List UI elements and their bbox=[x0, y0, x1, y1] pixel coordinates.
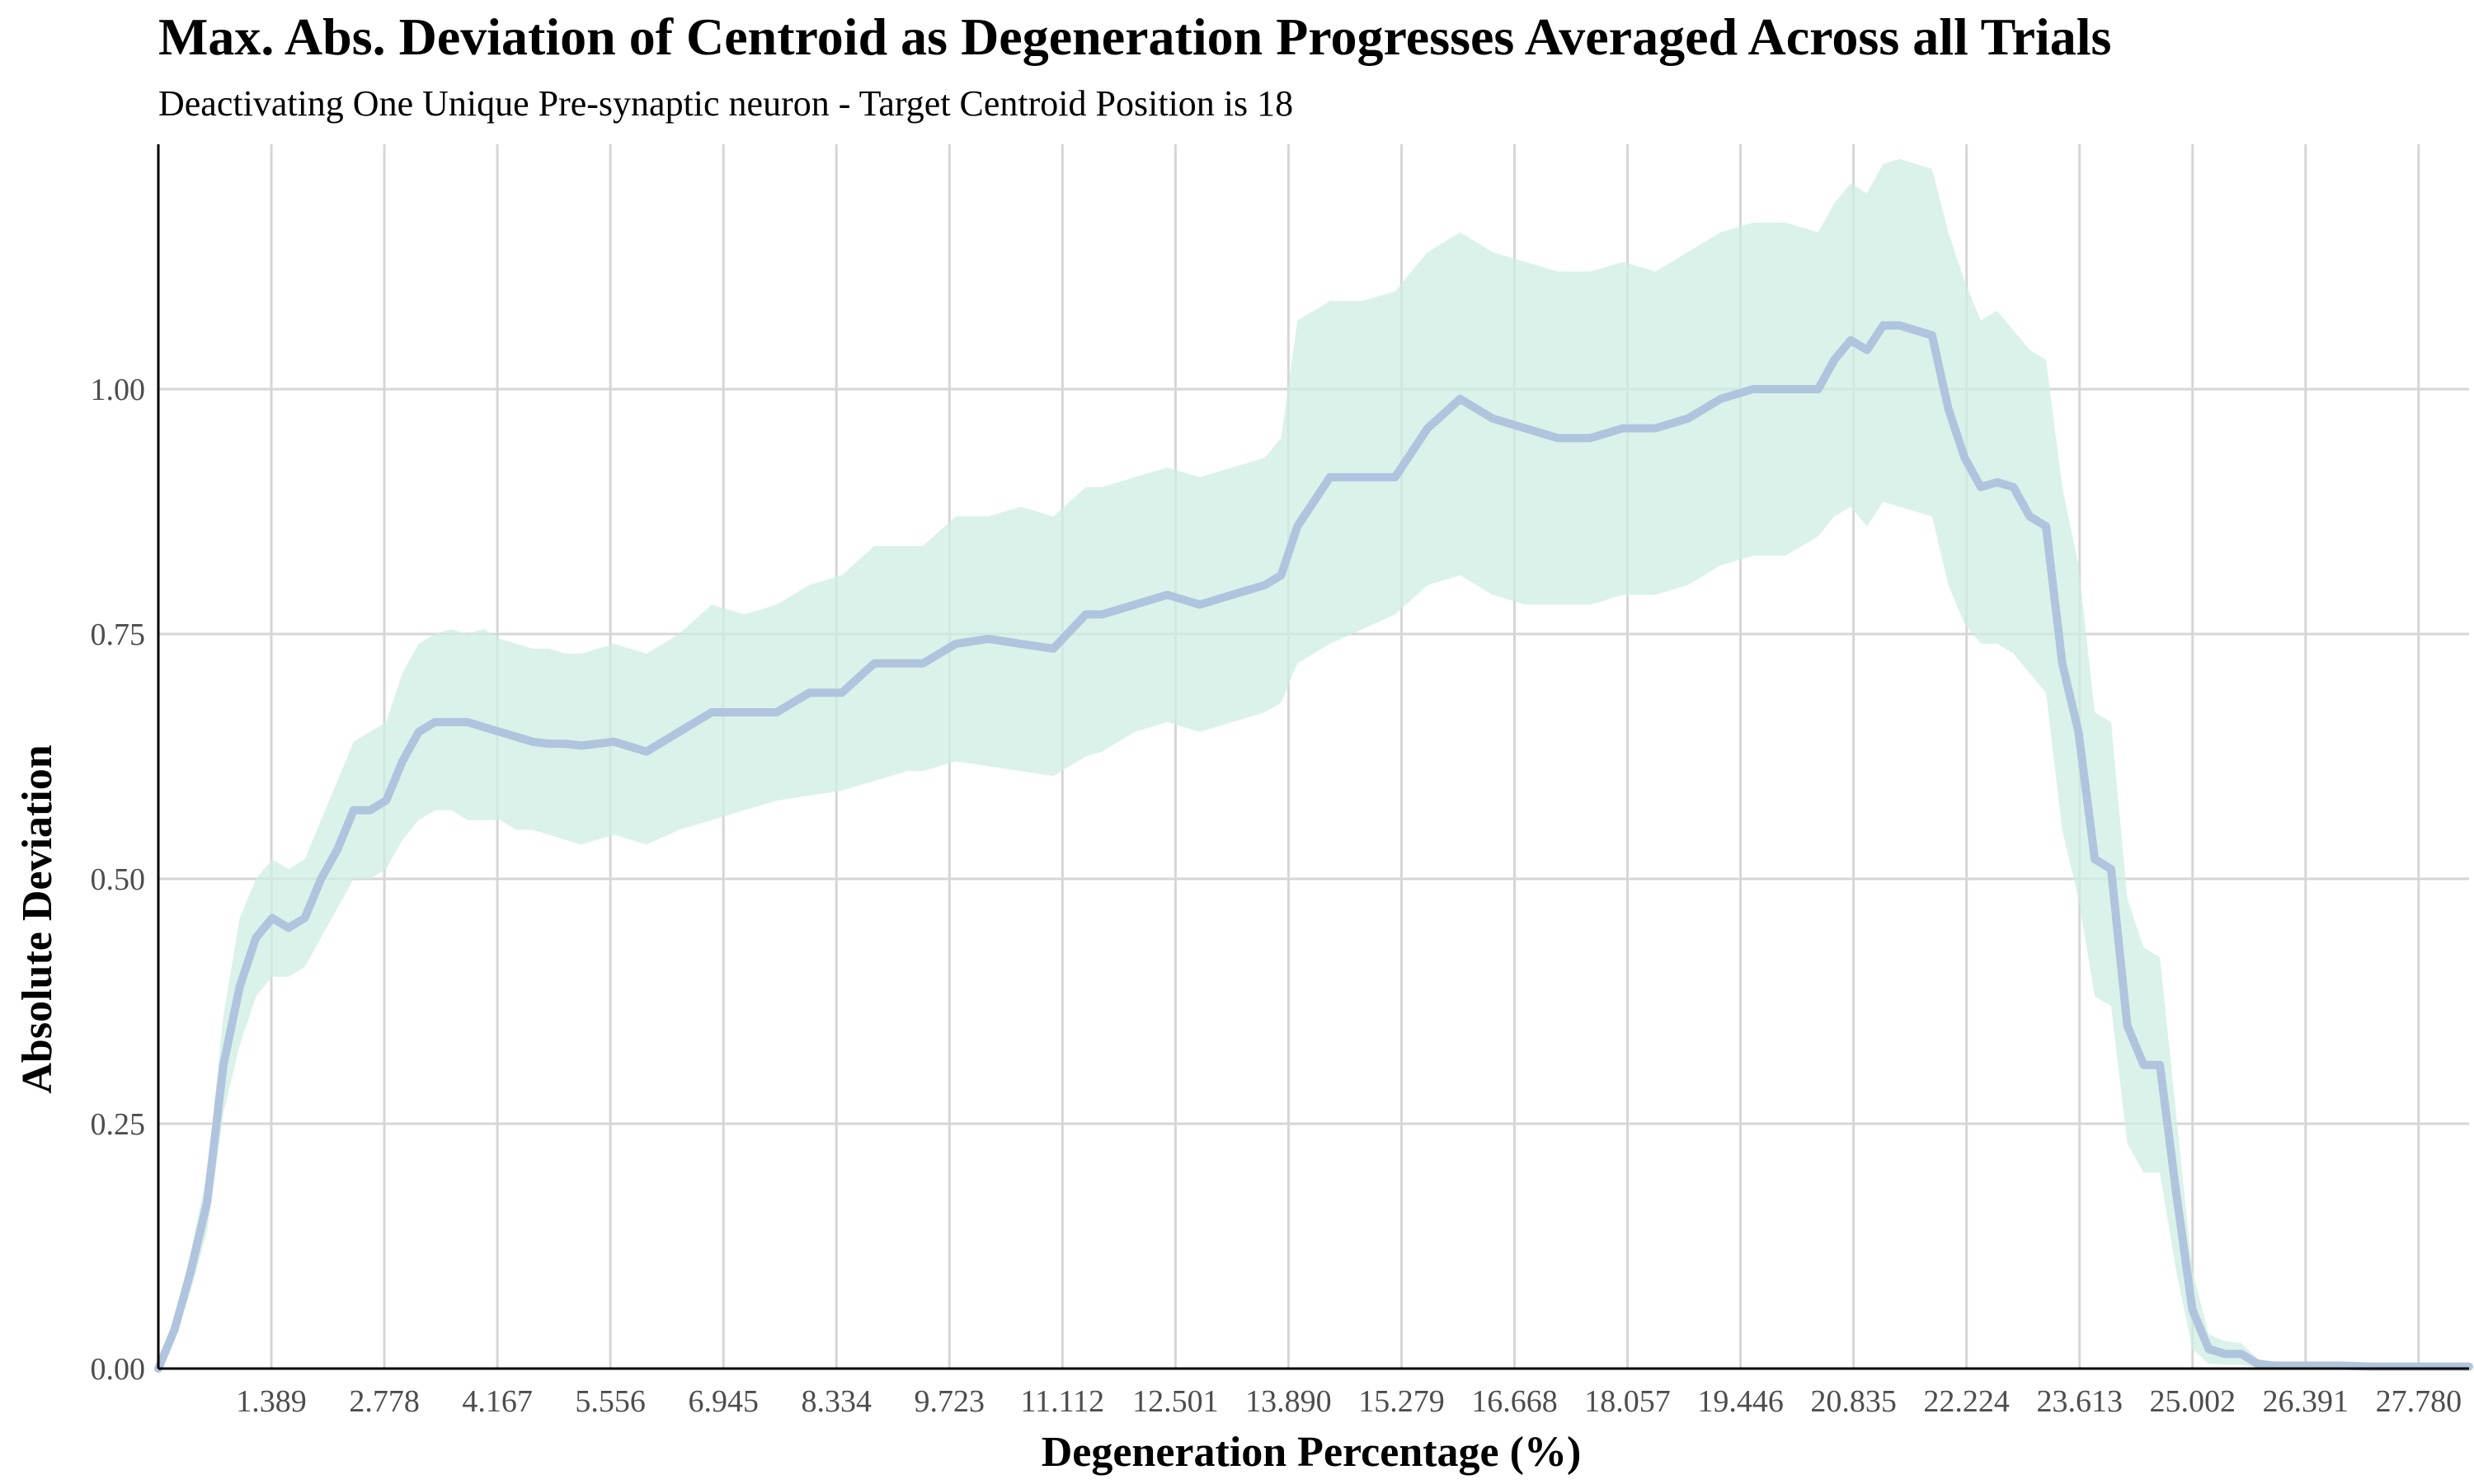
x-tick-label: 8.334 bbox=[801, 1384, 872, 1419]
x-tick-label: 18.057 bbox=[1584, 1384, 1671, 1419]
chart-subtitle: Deactivating One Unique Pre-synaptic neu… bbox=[158, 83, 1293, 124]
x-tick-label: 1.389 bbox=[236, 1384, 307, 1419]
chart-title: Max. Abs. Deviation of Centroid as Degen… bbox=[158, 7, 2111, 66]
x-axis-tick-labels: 1.389 2.778 4.167 5.556 6.945 8.334 9.723 11.11… bbox=[236, 1384, 2462, 1419]
x-tick-label: 27.780 bbox=[2376, 1384, 2462, 1419]
x-tick-label: 25.002 bbox=[2149, 1384, 2236, 1419]
y-tick-label: 1.00 bbox=[91, 373, 146, 407]
x-tick-label: 12.501 bbox=[1132, 1384, 1219, 1419]
y-axis-tick-labels: 0.00 0.25 0.50 0.75 1.00 bbox=[91, 373, 146, 1387]
y-tick-label: 0.00 bbox=[91, 1352, 146, 1387]
x-tick-label: 20.835 bbox=[1810, 1384, 1897, 1419]
x-tick-label: 6.945 bbox=[688, 1384, 759, 1419]
x-tick-label: 22.224 bbox=[1923, 1384, 2010, 1419]
x-tick-label: 11.112 bbox=[1020, 1384, 1104, 1419]
x-tick-label: 15.279 bbox=[1358, 1384, 1445, 1419]
y-tick-label: 0.75 bbox=[91, 618, 146, 652]
x-tick-label: 4.167 bbox=[462, 1384, 533, 1419]
x-tick-label: 5.556 bbox=[575, 1384, 646, 1419]
x-tick-label: 19.446 bbox=[1697, 1384, 1784, 1419]
x-tick-label: 16.668 bbox=[1471, 1384, 1558, 1419]
vertical-gridlines bbox=[270, 144, 2420, 1369]
y-tick-label: 0.50 bbox=[91, 862, 146, 897]
y-tick-label: 0.25 bbox=[91, 1107, 146, 1142]
x-tick-label: 23.613 bbox=[2036, 1384, 2123, 1419]
mean-deviation-line bbox=[154, 321, 2473, 1373]
x-tick-label: 2.778 bbox=[349, 1384, 420, 1419]
plot-area bbox=[154, 144, 2473, 1373]
confidence-ribbon bbox=[158, 158, 2469, 1369]
x-tick-label: 9.723 bbox=[915, 1384, 985, 1419]
y-axis-title: Absolute Deviation bbox=[14, 744, 61, 1093]
x-axis-title: Degeneration Percentage (%) bbox=[1042, 1429, 1582, 1476]
x-tick-label: 13.890 bbox=[1245, 1384, 1332, 1419]
x-tick-label: 26.391 bbox=[2263, 1384, 2349, 1419]
